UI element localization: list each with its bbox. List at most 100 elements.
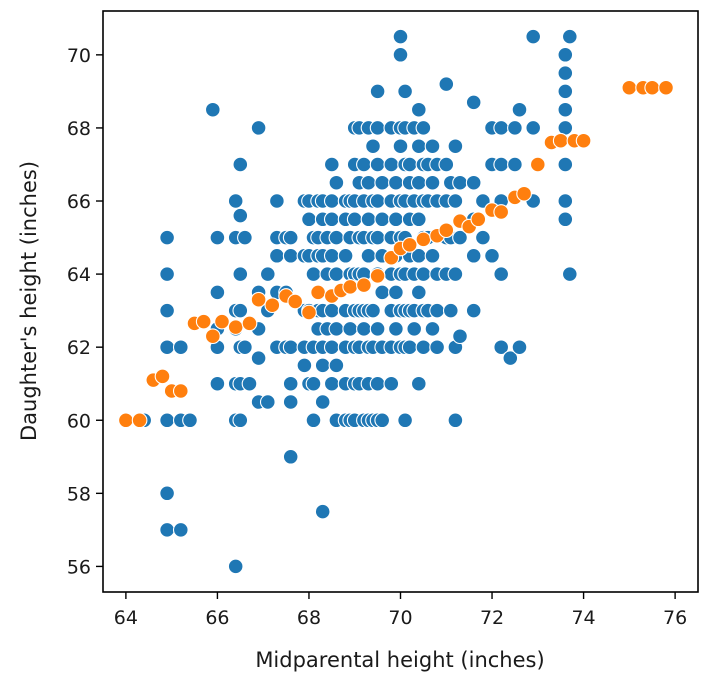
scatter-point-series-1 xyxy=(415,266,432,282)
scatter-point-series-1 xyxy=(204,101,221,118)
scatter-point-series-1 xyxy=(356,156,372,173)
y-tick-label: 64 xyxy=(67,264,91,286)
scatter-point-series-1 xyxy=(465,174,482,191)
scatter-point-series-1 xyxy=(282,375,299,392)
scatter-point-series-1 xyxy=(296,357,313,374)
scatter-point-series-1 xyxy=(415,120,432,136)
scatter-point-series-2 xyxy=(287,293,304,310)
scatter-point-series-1 xyxy=(323,247,340,264)
scatter-point-series-1 xyxy=(561,266,578,282)
scatter-point-series-1 xyxy=(397,83,413,100)
scatter-point-series-1 xyxy=(346,211,363,228)
scatter-point-series-1 xyxy=(410,138,427,155)
ticks-layer: 64 66 68 70 72 74 76 56 58 60 62 64 66 68 70 xyxy=(67,45,687,629)
scatter-point-series-1 xyxy=(374,174,391,191)
scatter-point-series-1 xyxy=(447,412,464,429)
scatter-point-series-1 xyxy=(447,138,464,155)
scatter-point-series-1 xyxy=(356,321,372,337)
scatter-point-series-1 xyxy=(507,120,523,136)
scatter-point-series-1 xyxy=(507,156,523,173)
scatter-point-series-2 xyxy=(310,284,326,301)
scatter-point-series-1 xyxy=(465,302,482,319)
scatter-point-series-1 xyxy=(323,211,340,228)
scatter-point-series-2 xyxy=(118,412,134,429)
x-axis-label: Midparental height (inches) xyxy=(255,648,544,672)
scatter-point-series-1 xyxy=(323,156,340,173)
scatter-point-series-1 xyxy=(388,174,404,191)
x-tick-label: 68 xyxy=(297,607,321,629)
scatter-point-series-1 xyxy=(424,247,441,264)
scatter-point-series-1 xyxy=(557,65,574,81)
scatter-point-series-1 xyxy=(557,83,574,100)
scatter-point-series-2 xyxy=(575,132,592,149)
scatter-point-series-1 xyxy=(557,101,574,118)
scatter-point-series-1 xyxy=(383,375,400,392)
scatter-point-series-2 xyxy=(470,211,487,228)
scatter-point-series-1 xyxy=(442,302,459,319)
y-tick-label: 60 xyxy=(67,410,91,432)
scatter-point-series-1 xyxy=(465,94,482,111)
scatter-point-series-1 xyxy=(328,357,345,374)
points-layer xyxy=(118,28,674,575)
plot-frame xyxy=(102,10,699,593)
scatter-point-series-2 xyxy=(214,313,230,330)
scatter-point-series-2 xyxy=(401,237,418,253)
scatter-point-series-1 xyxy=(360,174,377,191)
scatter-point-series-1 xyxy=(159,302,175,319)
scatter-point-series-2 xyxy=(227,319,244,335)
scatter-point-series-1 xyxy=(493,156,510,173)
scatter-point-series-1 xyxy=(232,207,249,224)
scatter-point-series-1 xyxy=(232,156,249,173)
scatter-point-series-2 xyxy=(342,279,359,295)
scatter-point-series-1 xyxy=(314,503,331,520)
scatter-point-series-1 xyxy=(401,339,418,356)
scatter-point-series-1 xyxy=(369,156,386,173)
scatter-point-series-1 xyxy=(159,229,175,246)
scatter-point-series-1 xyxy=(374,412,391,429)
scatter-point-series-2 xyxy=(301,304,317,321)
scatter-point-series-1 xyxy=(397,412,413,429)
scatter-point-series-1 xyxy=(475,229,491,246)
scatter-point-series-1 xyxy=(241,375,258,392)
scatter-point-series-2 xyxy=(154,368,171,385)
scatter-point-series-1 xyxy=(365,138,381,155)
scatter-point-series-1 xyxy=(369,120,386,136)
scatter-point-series-1 xyxy=(429,339,445,356)
scatter-point-series-1 xyxy=(250,350,267,366)
x-tick-label: 64 xyxy=(114,607,138,629)
scatter-point-series-1 xyxy=(557,211,574,228)
scatter-point-series-1 xyxy=(282,448,299,465)
scatter-point-series-1 xyxy=(369,193,386,209)
scatter-point-series-1 xyxy=(250,120,267,136)
scatter-point-series-2 xyxy=(552,132,569,149)
scatter-point-series-1 xyxy=(369,375,386,392)
scatter-point-series-1 xyxy=(259,266,276,282)
scatter-point-series-1 xyxy=(269,247,285,264)
scatter-point-series-1 xyxy=(502,350,519,366)
scatter-point-series-1 xyxy=(342,321,359,337)
scatter-point-series-1 xyxy=(493,120,510,136)
scatter-point-series-1 xyxy=(447,193,464,209)
scatter-point-series-1 xyxy=(323,302,340,319)
scatter-point-series-1 xyxy=(305,375,322,392)
scatter-point-series-1 xyxy=(438,76,455,92)
scatter-point-series-2 xyxy=(621,79,638,96)
scatter-point-series-1 xyxy=(415,339,432,356)
scatter-point-series-1 xyxy=(424,174,441,191)
x-tick-label: 70 xyxy=(388,607,412,629)
scatter-point-series-1 xyxy=(209,284,226,301)
scatter-point-series-1 xyxy=(305,412,322,429)
scatter-point-series-1 xyxy=(406,321,423,337)
scatter-point-series-1 xyxy=(410,211,427,228)
scatter-point-series-1 xyxy=(282,394,299,410)
scatter-point-series-1 xyxy=(410,174,427,191)
scatter-point-series-1 xyxy=(410,375,427,392)
scatter-point-series-2 xyxy=(131,412,148,429)
scatter-point-series-1 xyxy=(424,321,441,337)
scatter-point-series-2 xyxy=(204,328,221,345)
scatter-point-series-1 xyxy=(447,266,464,282)
scatter-point-series-1 xyxy=(237,229,253,246)
scatter-point-series-1 xyxy=(182,412,198,429)
scatter-point-series-1 xyxy=(360,247,377,264)
scatter-point-series-1 xyxy=(337,247,354,264)
